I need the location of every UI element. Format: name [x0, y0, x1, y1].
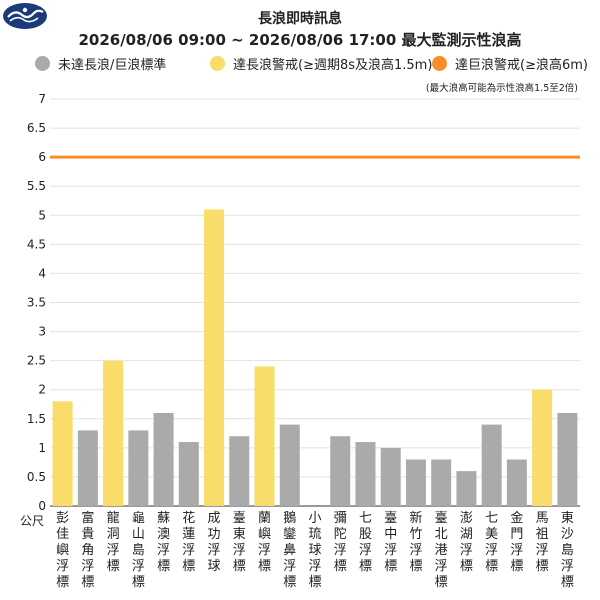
- bar: [355, 442, 376, 506]
- y-axis-unit: 公尺: [20, 514, 45, 528]
- bar: [532, 389, 553, 506]
- x-tick-label: 臺東浮標: [233, 511, 246, 574]
- y-tick-label: 3: [38, 325, 46, 339]
- bar: [178, 442, 199, 506]
- bar: [279, 424, 300, 506]
- x-tick-label: 龜山島浮標: [132, 511, 145, 590]
- legend-label-normal: 未達長浪/巨浪標準: [58, 57, 167, 73]
- bar: [52, 401, 73, 506]
- bar: [204, 209, 225, 506]
- y-tick-label: 7: [38, 92, 46, 106]
- x-tick-label: 金門浮標: [510, 510, 523, 574]
- chart-subtitle: 2026/08/06 09:00 ~ 2026/08/06 17:00 最大監測…: [78, 31, 522, 49]
- x-tick-label: 花蓮浮標: [182, 510, 195, 574]
- y-tick-label: 5.5: [27, 179, 46, 193]
- y-tick-label: 6: [38, 150, 46, 164]
- x-tick-label: 彭佳嶼浮標: [56, 511, 69, 590]
- x-tick-label: 富貴角浮標: [81, 510, 94, 590]
- bar: [481, 424, 502, 506]
- bar: [153, 412, 174, 506]
- x-tick-label: 臺中浮標: [384, 511, 397, 574]
- x-tick-label: 東沙島浮標: [561, 510, 574, 590]
- y-tick-labels: 0 0.5 1 1.5 2 2.5 3 3.5 4 4.5 5 5.5 6 6.5 7: [27, 92, 46, 513]
- x-tick-label: 新竹浮標: [409, 510, 422, 574]
- y-tick-label: 1: [38, 441, 46, 455]
- y-tick-label: 2.5: [27, 354, 46, 368]
- legend-label-huge-wave: 達巨浪警戒(≥浪高6m): [455, 57, 588, 73]
- x-tick-label: 馬祖浮標: [536, 511, 549, 574]
- bar: [128, 430, 149, 506]
- y-tick-label: 0: [38, 499, 46, 513]
- x-tick-label: 澎湖浮標: [460, 511, 473, 574]
- y-tick-label: 4: [38, 266, 46, 280]
- x-tick-label: 成功浮球: [208, 511, 221, 574]
- bar: [229, 436, 250, 506]
- x-tick-label: 鵝鑾鼻浮標: [283, 511, 296, 590]
- y-tick-label: 3.5: [27, 296, 46, 310]
- legend-item-huge-wave: 達巨浪警戒(≥浪高6m): [432, 52, 588, 74]
- bar: [254, 366, 275, 506]
- legend-item-normal: 未達長浪/巨浪標準: [35, 52, 166, 74]
- y-tick-label: 5: [38, 208, 46, 222]
- bar: [405, 459, 426, 506]
- chart-title: 長浪即時訊息: [258, 11, 342, 27]
- bar: [431, 459, 452, 506]
- x-tick-label: 臺北港浮標: [435, 511, 448, 590]
- bar: [330, 436, 351, 506]
- x-tick-label: 彌陀浮標: [334, 511, 347, 574]
- y-tick-label: 0.5: [27, 470, 46, 484]
- bar: [380, 447, 401, 506]
- bar: [103, 360, 124, 506]
- bars: [52, 209, 578, 506]
- x-tick-label: 蘭嶼浮標: [258, 510, 271, 574]
- legend: 未達長浪/巨浪標準 達長浪警戒(≥週期8s及浪高1.5m) 達巨浪警戒(≥浪高6…: [0, 52, 600, 74]
- x-tick-label: 蘇澳浮標: [157, 511, 170, 574]
- chart-note: (最大浪高可能為示性浪高1.5至2倍): [425, 83, 578, 94]
- legend-item-long-wave: 達長浪警戒(≥週期8s及浪高1.5m): [210, 52, 432, 74]
- bar: [506, 459, 527, 506]
- legend-swatch-long-wave: [210, 55, 225, 71]
- y-tick-label: 4.5: [27, 237, 46, 251]
- bar: [456, 471, 477, 506]
- bar: [557, 412, 578, 506]
- x-tick-labels: 彭佳嶼浮標富貴角浮標龍洞浮標龜山島浮標蘇澳浮標花蓮浮標成功浮球臺東浮標蘭嶼浮標鵝…: [56, 510, 574, 590]
- legend-swatch-normal: [35, 55, 50, 71]
- cwa-logo-icon: [3, 3, 47, 29]
- y-tick-label: 1.5: [27, 412, 46, 426]
- x-tick-label: 七股浮標: [359, 511, 372, 574]
- legend-label-long-wave: 達長浪警戒(≥週期8s及浪高1.5m): [233, 57, 433, 73]
- legend-swatch-huge-wave: [432, 55, 447, 71]
- x-tick-label: 小琉球浮標: [308, 511, 321, 590]
- x-tick-label: 七美浮標: [485, 511, 498, 574]
- y-tick-label: 6.5: [27, 121, 46, 135]
- y-tick-label: 2: [38, 383, 46, 397]
- x-tick-label: 龍洞浮標: [107, 510, 120, 574]
- bar: [77, 430, 98, 506]
